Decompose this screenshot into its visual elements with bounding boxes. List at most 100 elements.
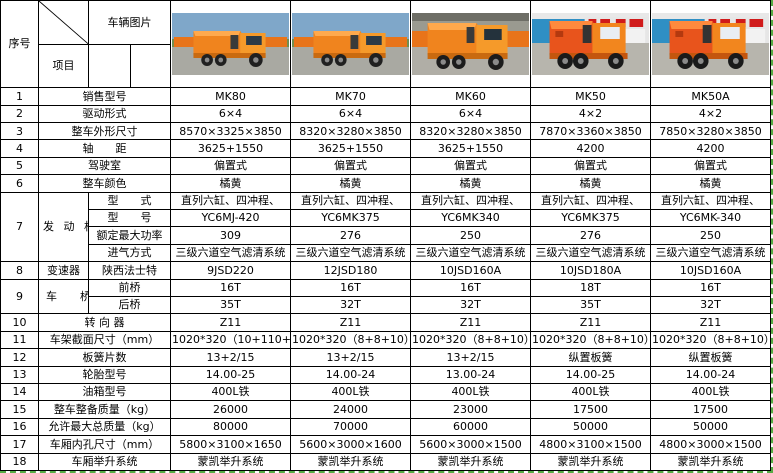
row-value: 1020*320（8+8+10） xyxy=(530,330,651,350)
table-row-axle: 后桥 35T 32T 32T 35T 32T xyxy=(1,295,771,315)
row-value: 250 xyxy=(410,226,531,245)
table-row: 2 驱动形式 6×4 6×4 6×4 4×2 4×2 xyxy=(0,104,771,124)
row-value: 14.00-25 xyxy=(170,365,291,384)
row-value: 32T xyxy=(410,295,531,315)
row-value: MK50A xyxy=(650,87,771,106)
row-number: 14 xyxy=(0,382,39,402)
row-value: 橘黄 xyxy=(650,174,771,193)
row-value: 17500 xyxy=(650,400,771,419)
row-number: 4 xyxy=(0,139,39,158)
row-value: 偏置式 xyxy=(530,156,651,176)
row-number: 11 xyxy=(0,330,39,350)
row-value: 1020*320（10+110+12） xyxy=(170,330,291,350)
row-value: 16T xyxy=(290,278,411,298)
row-item-label: 车架截面尺寸（mm） xyxy=(38,330,171,350)
truck-photo-bluebuilding-4 xyxy=(532,13,649,76)
row-value: 橘黄 xyxy=(170,174,291,193)
diagonal-split-cell xyxy=(38,0,89,45)
row-item-label: 整车整备质量（kg） xyxy=(38,400,171,419)
row-item-label: 油箱型号 xyxy=(38,382,171,402)
row-value: 10JSD160A xyxy=(650,261,771,280)
row-value: 蒙凯举升系统 xyxy=(170,452,291,472)
table-row-engine: 额定最大功率 309 276 250 276 250 xyxy=(1,226,771,245)
row-item-label: 轴 距 xyxy=(38,139,171,158)
row-value: Z11 xyxy=(170,313,291,332)
row-value: 400L铁 xyxy=(410,382,531,402)
row-value: 17500 xyxy=(530,400,651,419)
row-value: 13+2/15 xyxy=(290,348,411,367)
row-value: 14.00-25 xyxy=(530,365,651,384)
row-value: 400L铁 xyxy=(530,382,651,402)
row-number: 15 xyxy=(0,400,39,419)
row-value: 250 xyxy=(650,226,771,245)
row-value: 6×4 xyxy=(170,104,291,124)
table-row: 4 轴 距 3625+1550 3625+1550 3625+1550 4200… xyxy=(0,139,771,158)
table-row-axle: 9 车 桥 前桥 16T 16T 16T 18T 16T xyxy=(0,278,771,315)
row-value: MK50 xyxy=(530,87,651,106)
row-number: 13 xyxy=(0,365,39,384)
table-row-engine: 型 号 YC6MJ-420 YC6MK375 YC6MK340 YC6MK375… xyxy=(1,209,771,228)
axle-subrow-label: 后桥 xyxy=(88,295,171,315)
row-value: 24000 xyxy=(290,400,411,419)
row-number: 16 xyxy=(0,417,39,437)
row-value: 8320×3280×3850 xyxy=(290,122,411,141)
row-number: 18 xyxy=(0,452,39,472)
truck-photo-yard-2 xyxy=(292,13,409,76)
row-value: 18T xyxy=(530,278,651,298)
row-value: 直列六缸、四冲程、 xyxy=(410,191,531,211)
row-value: 50000 xyxy=(530,417,651,437)
row-value: 橘黄 xyxy=(410,174,531,193)
row-value: 三级六道空气滤清系统 xyxy=(170,243,291,263)
row-value: 三级六道空气滤清系统 xyxy=(530,243,651,263)
row-value: 8570×3325×3850 xyxy=(170,122,291,141)
row-value: 26000 xyxy=(170,400,291,419)
row-value: 14.00-24 xyxy=(290,365,411,384)
row-value: 橘黄 xyxy=(290,174,411,193)
row-value: 三级六道空气滤清系统 xyxy=(410,243,531,263)
row-item-label: 允许最大总质量（kg） xyxy=(38,417,171,437)
truck-photo-yard-1 xyxy=(172,13,289,76)
row-value: 400L铁 xyxy=(170,382,291,402)
row-value: Z11 xyxy=(650,313,771,332)
row-value: 400L铁 xyxy=(290,382,411,402)
header-item-label: 项目 xyxy=(38,43,89,89)
row-value: Z11 xyxy=(530,313,651,332)
header-row-bottom: 项目 xyxy=(1,43,771,89)
row-number: 10 xyxy=(0,313,39,332)
row-number: 8 xyxy=(0,261,39,280)
row-value: 13+2/15 xyxy=(170,348,291,367)
header-blank-cell-b xyxy=(130,43,171,89)
row-value: 4×2 xyxy=(650,104,771,124)
row-value: 3625+1550 xyxy=(170,139,291,158)
diagonal-line-icon xyxy=(39,1,88,44)
row-value: 三级六道空气滤清系统 xyxy=(650,243,771,263)
table-row: 16 允许最大总质量（kg） 80000 70000 60000 50000 5… xyxy=(0,417,771,437)
row-value: 橘黄 xyxy=(530,174,651,193)
row-value: 偏置式 xyxy=(650,156,771,176)
row-value: 309 xyxy=(170,226,291,245)
header-row-top: 序号 车辆图片 xyxy=(0,0,771,89)
axle-group-label: 车 桥 xyxy=(38,278,89,315)
row-item-label: 驱动形式 xyxy=(38,104,171,124)
row-value: 5600×3000×1500 xyxy=(410,435,531,454)
header-blank-cell-a xyxy=(88,43,131,89)
row-value: MK60 xyxy=(410,87,531,106)
row-value: 35T xyxy=(170,295,291,315)
row-value: 8320×3280×3850 xyxy=(410,122,531,141)
row-value: 5800×3100×1650 xyxy=(170,435,291,454)
row-item-label: 车厢举升系统 xyxy=(38,452,171,472)
table-row: 13 轮胎型号 14.00-25 14.00-24 13.00-24 14.00… xyxy=(0,365,771,384)
table-row: 11 车架截面尺寸（mm） 1020*320（10+110+12） 1020*3… xyxy=(0,330,771,350)
row-value: 纵置板簧 xyxy=(650,348,771,367)
vehicle-photo-cell-4 xyxy=(530,0,651,89)
row-value: 400L铁 xyxy=(650,382,771,402)
row-value: 80000 xyxy=(170,417,291,437)
table-row-gearbox: 8 变速器 陕西法士特 9JSD220 12JSD180 10JSD160A 1… xyxy=(0,261,771,280)
row-number: 2 xyxy=(0,104,39,124)
vehicle-photo-cell-3 xyxy=(410,0,531,89)
row-item-label: 驾驶室 xyxy=(38,156,171,176)
gearbox-brand-label: 陕西法士特 xyxy=(88,261,171,280)
row-value: 16T xyxy=(650,278,771,298)
row-value: 4800×3000×1500 xyxy=(650,435,771,454)
